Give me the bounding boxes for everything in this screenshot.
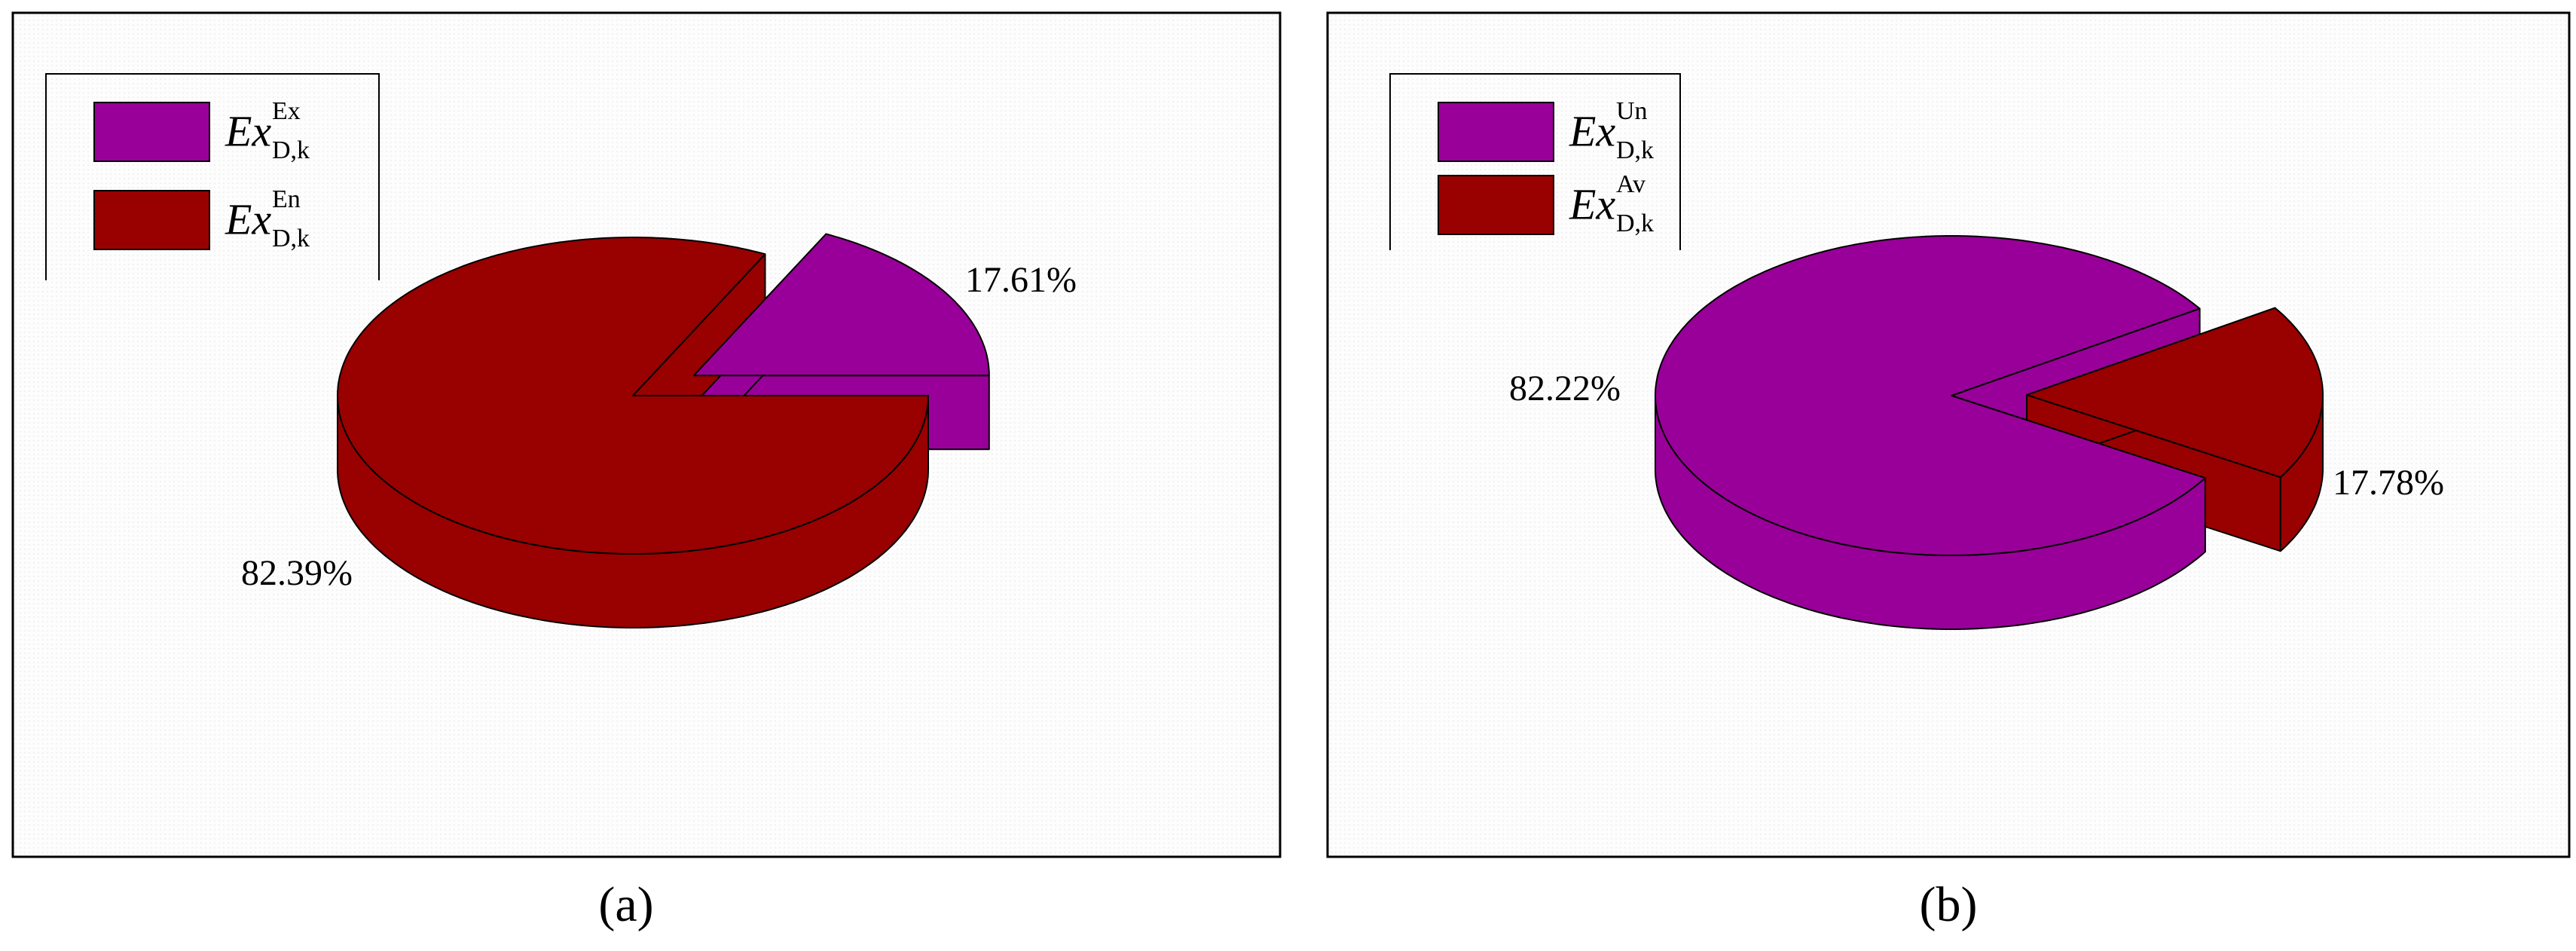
legend-swatch bbox=[93, 190, 210, 250]
legend-frame bbox=[45, 73, 380, 280]
pie-slice bbox=[692, 233, 990, 377]
value-label: 82.39% bbox=[241, 553, 353, 593]
legend-sup: Un bbox=[1616, 97, 1648, 125]
legend-sub: D,k bbox=[1616, 209, 1654, 237]
legend-swatch bbox=[1438, 102, 1554, 162]
legend-sup: En bbox=[272, 185, 301, 213]
caption: (a) bbox=[598, 877, 653, 932]
pie-slice bbox=[2026, 307, 2324, 479]
value-label: 82.22% bbox=[1509, 368, 1621, 408]
pie-slice bbox=[1655, 235, 2206, 556]
legend-sub: D,k bbox=[272, 136, 310, 164]
legend-swatch bbox=[1438, 175, 1554, 235]
value-label: 17.61% bbox=[965, 260, 1077, 300]
legend-swatch bbox=[93, 102, 210, 162]
legend-frame bbox=[1389, 73, 1681, 250]
legend-sup: Ex bbox=[272, 97, 301, 125]
legend-sub: D,k bbox=[1616, 136, 1654, 164]
legend-label: Ex bbox=[225, 194, 271, 243]
legend-sup: Av bbox=[1616, 170, 1646, 198]
legend-label: Ex bbox=[1569, 106, 1615, 155]
legend-label: Ex bbox=[1569, 179, 1615, 228]
legend-sub: D,k bbox=[272, 225, 310, 252]
legend-label: Ex bbox=[225, 106, 271, 155]
pie-slice bbox=[337, 237, 929, 555]
caption: (b) bbox=[1920, 877, 1978, 932]
value-label: 17.78% bbox=[2333, 463, 2444, 503]
